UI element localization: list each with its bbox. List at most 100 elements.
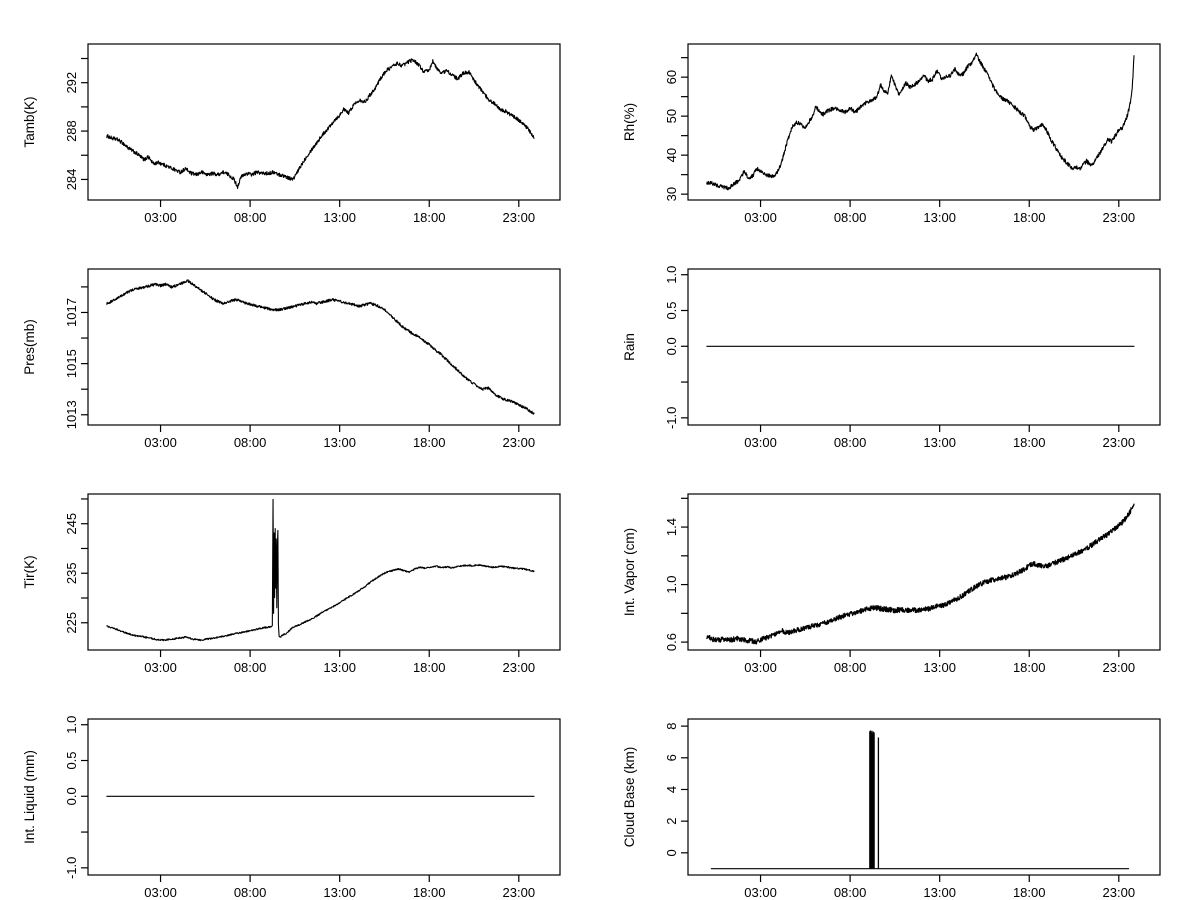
y-tick-label: 0.0	[664, 337, 679, 355]
x-tick-label: 08:00	[234, 435, 267, 450]
vapor-chart: 03:00 08:00 13:00 18:00 23:00 0.6 1.0 1.4 Int. V…	[622, 493, 1161, 675]
x-tick-label: 18:00	[1013, 210, 1046, 225]
y-tick-label: -1.0	[64, 857, 79, 879]
x-tick-label: 03:00	[144, 885, 177, 900]
plot-box	[87, 718, 561, 876]
y-tick-label: 40	[664, 148, 679, 162]
x-tick-label: 13:00	[323, 210, 356, 225]
tir-series-line	[106, 498, 535, 642]
x-tick-label: 03:00	[144, 435, 177, 450]
plot-box	[687, 43, 1161, 201]
x-tick-label: 13:00	[923, 435, 956, 450]
plot-tamb: 03:00 08:00 13:00 18:00 23:00 284 288 292 Tamb(K…	[0, 0, 600, 225]
plot-rain: 03:00 08:00 13:00 18:00 23:00 -1.0 0.0 0.5 1.0 Ra…	[600, 225, 1200, 450]
x-tick-label: 08:00	[834, 435, 867, 450]
y-axis-title: Int. Vapor (cm)	[622, 528, 637, 616]
y-tick-label: 30	[664, 187, 679, 201]
x-tick-label: 18:00	[413, 435, 446, 450]
y-tick-label: 245	[64, 513, 79, 535]
plot-pres: 03:00 08:00 13:00 18:00 23:00 1013 1015 1017 Pre…	[0, 225, 600, 450]
y-tick-label: -1.0	[664, 407, 679, 429]
x-tick-label: 13:00	[323, 660, 356, 675]
x-tick-label: 08:00	[234, 660, 267, 675]
x-tick-label: 13:00	[323, 435, 356, 450]
y-tick-label: 1.4	[664, 518, 679, 536]
y-tick-label: 1.0	[664, 266, 679, 284]
y-axis-title: Tamb(K)	[22, 96, 37, 147]
x-tick-label: 23:00	[503, 435, 536, 450]
y-axis-title: Rh(%)	[622, 103, 637, 141]
y-axis-title: Pres(mb)	[22, 319, 37, 375]
x-tick-label: 18:00	[1013, 660, 1046, 675]
y-tick-label: 1.0	[664, 576, 679, 594]
x-tick-label: 18:00	[413, 210, 446, 225]
plot-cloudbase: 03:00 08:00 13:00 18:00 23:00 0 2 4 6 8 Cloud Base…	[600, 675, 1200, 900]
x-tick-label: 18:00	[413, 885, 446, 900]
plot-rh: 03:00 08:00 13:00 18:00 23:00 30 40 50 60 Rh(%)	[600, 0, 1200, 225]
y-tick-label: 2	[664, 818, 679, 825]
x-tick-label: 08:00	[834, 660, 867, 675]
y-axis-title: Rain	[622, 333, 637, 361]
y-tick-label: 8	[664, 723, 679, 730]
y-tick-label: 1.0	[64, 716, 79, 734]
x-tick-label: 13:00	[923, 210, 956, 225]
y-tick-label: 0.6	[664, 633, 679, 651]
tamb-chart: 03:00 08:00 13:00 18:00 23:00 284 288 292 Tamb(K…	[22, 43, 561, 225]
x-tick-label: 03:00	[744, 660, 777, 675]
y-tick-label: 0	[664, 849, 679, 856]
x-tick-label: 03:00	[144, 210, 177, 225]
x-tick-label: 13:00	[923, 885, 956, 900]
x-tick-label: 03:00	[744, 435, 777, 450]
y-tick-label: 6	[664, 754, 679, 761]
x-tick-label: 08:00	[834, 885, 867, 900]
cloudbase-chart: 03:00 08:00 13:00 18:00 23:00 0 2 4 6 8 Cloud Base…	[622, 718, 1161, 900]
plot-box	[87, 493, 561, 651]
y-tick-label: 1013	[64, 400, 79, 429]
x-tick-label: 08:00	[234, 210, 267, 225]
rh-series-line	[706, 52, 1135, 191]
x-tick-label: 08:00	[234, 885, 267, 900]
y-axis-title: Tir(K)	[22, 555, 37, 588]
x-tick-label: 13:00	[323, 885, 356, 900]
rh-chart: 03:00 08:00 13:00 18:00 23:00 30 40 50 60 Rh(%)	[622, 43, 1161, 225]
y-axis-title: Int. Liquid (mm)	[22, 750, 37, 844]
y-tick-label: 1017	[64, 298, 79, 327]
y-tick-label: 284	[64, 169, 79, 191]
tir-chart: 03:00 08:00 13:00 18:00 23:00 225 235 245 Tir(K)	[22, 493, 561, 675]
x-tick-label: 08:00	[834, 210, 867, 225]
plot-box	[687, 493, 1161, 651]
plot-liquid: 03:00 08:00 13:00 18:00 23:00 -1.0 0.0 0.5 1.0 In…	[0, 675, 600, 900]
plot-tir: 03:00 08:00 13:00 18:00 23:00 225 235 245 Tir(K)	[0, 450, 600, 675]
y-axis-title: Cloud Base (km)	[622, 747, 637, 848]
tamb-series-line	[106, 58, 535, 190]
y-tick-label: 60	[664, 70, 679, 84]
plot-box	[687, 268, 1161, 426]
y-tick-label: 4	[664, 786, 679, 793]
x-tick-label: 03:00	[144, 660, 177, 675]
pres-chart: 03:00 08:00 13:00 18:00 23:00 1013 1015 1017 Pre…	[22, 268, 561, 450]
x-tick-label: 23:00	[1103, 435, 1136, 450]
y-tick-label: 1015	[64, 349, 79, 378]
y-tick-label: 288	[64, 120, 79, 142]
x-tick-label: 23:00	[503, 660, 536, 675]
x-tick-label: 23:00	[1103, 885, 1136, 900]
y-tick-label: 50	[664, 109, 679, 123]
plot-box	[687, 718, 1161, 876]
plot-box	[87, 43, 561, 201]
plot-vapor: 03:00 08:00 13:00 18:00 23:00 0.6 1.0 1.4 Int. V…	[600, 450, 1200, 675]
y-tick-label: 0.0	[64, 787, 79, 805]
plot-box	[87, 268, 561, 426]
x-tick-label: 23:00	[1103, 210, 1136, 225]
x-tick-label: 23:00	[1103, 660, 1136, 675]
x-tick-label: 13:00	[923, 660, 956, 675]
x-tick-label: 23:00	[503, 885, 536, 900]
y-tick-label: 0.5	[64, 751, 79, 769]
x-tick-label: 23:00	[503, 210, 536, 225]
x-tick-label: 18:00	[1013, 885, 1046, 900]
x-tick-label: 03:00	[744, 210, 777, 225]
x-tick-label: 03:00	[744, 885, 777, 900]
rain-chart: 03:00 08:00 13:00 18:00 23:00 -1.0 0.0 0.5 1.0 Ra…	[622, 266, 1161, 450]
liquid-chart: 03:00 08:00 13:00 18:00 23:00 -1.0 0.0 0.5 1.0 In…	[22, 716, 561, 900]
y-tick-label: 225	[64, 612, 79, 634]
